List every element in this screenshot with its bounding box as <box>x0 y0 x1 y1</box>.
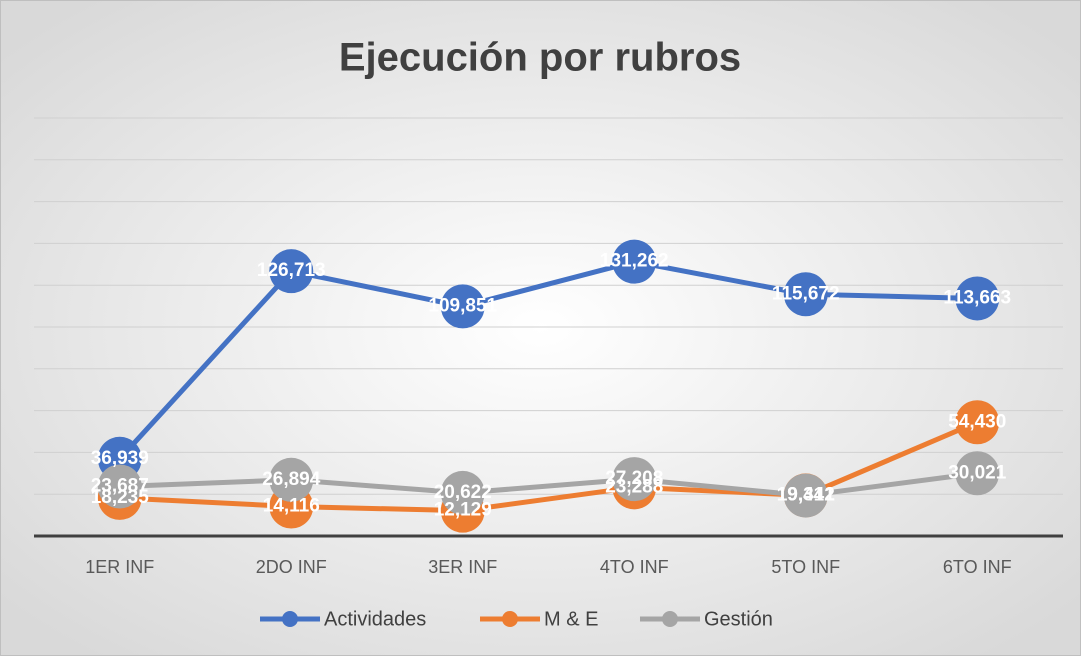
data-label: 18,235 <box>91 487 150 508</box>
data-label: 23,288 <box>605 476 663 497</box>
marker <box>783 473 828 518</box>
data-label: 30,021 <box>948 462 1007 483</box>
marker <box>955 451 1000 496</box>
legend-label: Actividades <box>324 608 426 630</box>
marker <box>955 400 1000 445</box>
data-label: 115,672 <box>772 283 840 304</box>
data-label: 23,687 <box>91 476 149 497</box>
data-label: 20,622 <box>434 482 492 503</box>
chart-title: Ejecución por rubros <box>339 36 741 80</box>
data-label: 131,262 <box>600 251 669 272</box>
marker <box>612 239 657 284</box>
x-tick-label: 1ER INF <box>85 557 154 577</box>
marker <box>955 276 1000 321</box>
data-label: 113,663 <box>943 287 1011 308</box>
marker <box>783 272 828 317</box>
legend-label: M & E <box>544 608 598 630</box>
data-label: 14,116 <box>263 496 320 517</box>
legend-marker <box>662 611 678 627</box>
data-label: 19,412 <box>777 484 835 505</box>
series-line <box>117 259 978 461</box>
series-line <box>119 470 978 499</box>
data-label: 36,939 <box>91 448 149 469</box>
data-label: 12,129 <box>434 500 492 521</box>
series-line <box>119 419 979 514</box>
data-label: 109,851 <box>428 295 497 316</box>
marker <box>269 249 314 294</box>
legend-label: Gestión <box>704 608 773 630</box>
marker <box>612 457 657 502</box>
x-tick-label: 2DO INF <box>256 557 327 577</box>
x-tick-label: 3ER INF <box>428 557 497 577</box>
data-label: 27,208 <box>605 468 663 489</box>
x-tick-label: 4TO INF <box>600 557 669 577</box>
marker <box>97 464 142 509</box>
x-tick-label: 6TO INF <box>943 557 1012 577</box>
marker <box>440 470 485 515</box>
marker <box>269 457 314 502</box>
legend-marker <box>282 611 298 627</box>
data-label: 26,894 <box>262 469 321 490</box>
data-label: 19,341 <box>777 485 836 506</box>
legend-marker <box>502 611 518 627</box>
data-label: 54,430 <box>948 411 1006 432</box>
data-label: 126,713 <box>257 260 326 281</box>
marker <box>440 284 485 329</box>
x-tick-label: 5TO INF <box>771 557 840 577</box>
